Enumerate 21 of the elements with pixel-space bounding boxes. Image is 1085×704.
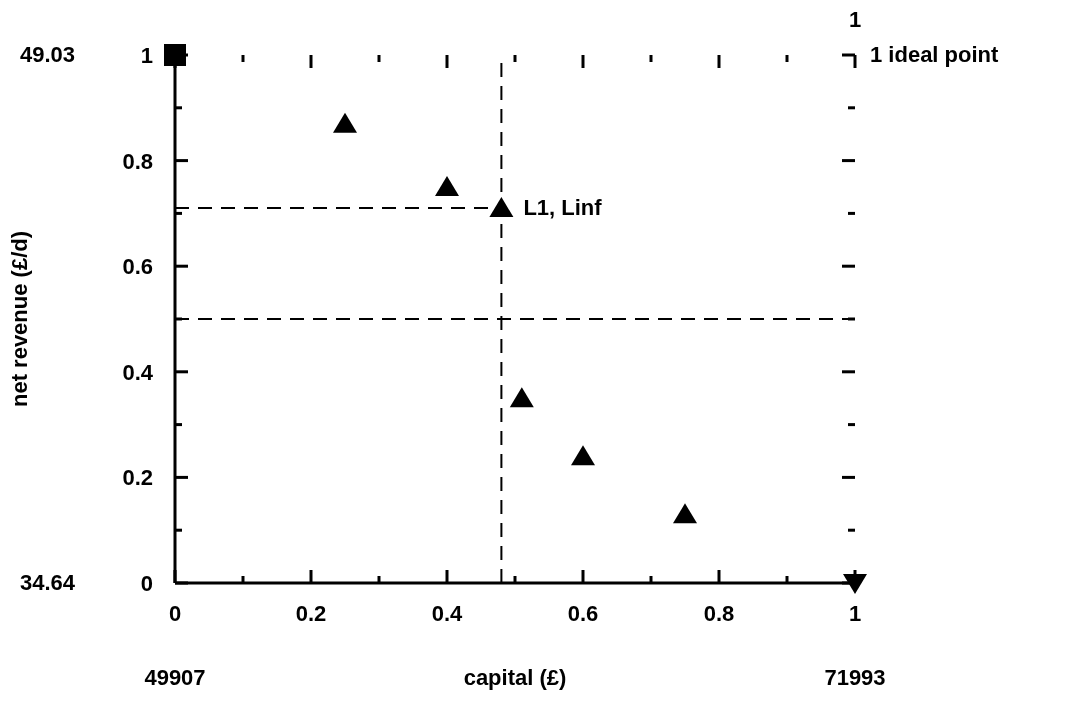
x-tick-label: 0.4 [431, 601, 464, 626]
x-tick-label: 0 [168, 601, 182, 626]
y-tick-label: 0.8 [122, 148, 153, 174]
x-tick-label: 0.6 [567, 601, 599, 626]
y-tick-label: 0.6 [122, 254, 153, 280]
text: 34.64 [19, 570, 75, 596]
y-tick-label: 0.4 [122, 359, 154, 385]
text: 49.03 [19, 42, 75, 68]
x-tick-label: 0.8 [703, 601, 735, 626]
text: 71993 [824, 665, 886, 691]
y-axis-title: net revenue (£/d) [7, 230, 33, 408]
text: 1 ideal point [870, 42, 999, 68]
text: 1 [848, 7, 862, 33]
x-tick-label: 0.2 [295, 601, 327, 626]
y-tick-label: 0 [140, 571, 153, 596]
y-tick-label: 1 [140, 43, 153, 68]
x-axis-title: capital (£) [463, 665, 567, 691]
annotation: L1, Linf [523, 195, 602, 222]
x-tick-label: 1 [848, 601, 862, 626]
y-tick-label: 0.2 [122, 465, 153, 491]
text: 49907 [144, 665, 206, 691]
